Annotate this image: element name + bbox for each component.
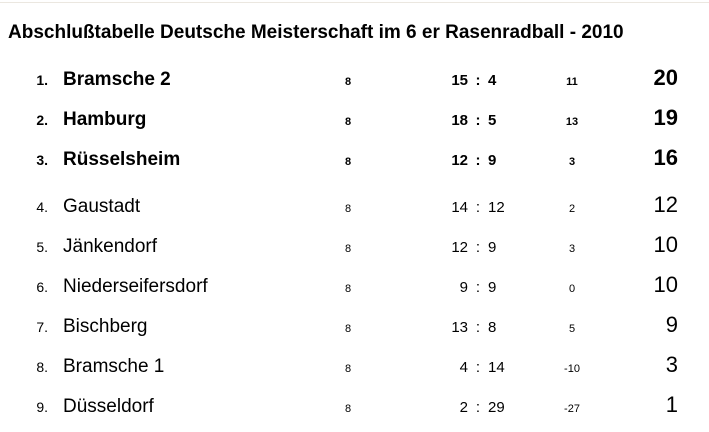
goal-difference: 0 <box>568 283 576 295</box>
goals-against: 9 <box>488 279 497 296</box>
goals-ratio: 9:9 <box>408 268 548 308</box>
goals-for: 18 <box>451 112 468 129</box>
goals-ratio: 18:5 <box>408 101 548 141</box>
table-row: 5. Jänkendorf 8 12:9 3 10 <box>0 225 709 265</box>
goals-for: 14 <box>451 199 468 216</box>
games-played: 8 <box>344 363 352 375</box>
goals-separator: : <box>475 199 481 216</box>
goals-for: 4 <box>459 359 468 376</box>
team-name: Düsseldorf <box>63 396 154 417</box>
goals-ratio: 12:9 <box>408 228 548 268</box>
team-name: Bramsche 1 <box>63 356 165 377</box>
goal-difference: -27 <box>564 403 580 415</box>
goals-ratio: 13:8 <box>408 308 548 348</box>
goals-separator: : <box>475 112 481 129</box>
games-played: 8 <box>344 203 352 215</box>
goal-difference: 2 <box>568 203 576 215</box>
goal-difference: 3 <box>568 156 576 168</box>
goals-separator: : <box>475 359 481 376</box>
rank-label: 4. <box>36 199 48 215</box>
goal-difference: -10 <box>564 363 580 375</box>
team-name: Hamburg <box>63 109 147 130</box>
goals-against: 5 <box>488 112 497 129</box>
scan-artifact-line <box>0 2 709 3</box>
goals-against: 9 <box>488 152 497 169</box>
rank-label: 6. <box>36 279 48 295</box>
goals-against: 29 <box>488 399 505 416</box>
team-name: Rüsselsheim <box>63 149 181 170</box>
rank-label: 8. <box>36 359 48 375</box>
games-played: 8 <box>344 403 352 415</box>
goals-for: 9 <box>459 279 468 296</box>
goals-ratio: 12:9 <box>408 141 548 181</box>
goals-for: 15 <box>451 72 468 89</box>
goals-ratio: 4:14 <box>408 348 548 388</box>
goals-for: 13 <box>451 319 468 336</box>
team-name: Jänkendorf <box>63 236 158 257</box>
goals-for: 12 <box>451 152 468 169</box>
points-value: 9 <box>665 312 678 337</box>
goals-separator: : <box>475 152 481 169</box>
goals-separator: : <box>475 239 481 256</box>
games-played: 8 <box>344 283 352 295</box>
goals-against: 9 <box>488 239 497 256</box>
games-played: 8 <box>344 116 352 128</box>
table-row: 4. Gaustadt 8 14:12 2 12 <box>0 185 709 225</box>
standings-table: 1. Bramsche 2 8 15:4 11 20 2. Hamburg 8 … <box>0 58 709 425</box>
rank-label: 1. <box>36 72 48 88</box>
table-row: 6. Niederseifersdorf 8 9:9 0 10 <box>0 265 709 305</box>
goal-difference: 5 <box>568 323 576 335</box>
table-row: 8. Bramsche 1 8 4:14 -10 3 <box>0 345 709 385</box>
goals-separator: : <box>475 399 481 416</box>
points-value: 1 <box>665 392 678 417</box>
team-name: Niederseifersdorf <box>63 276 208 297</box>
table-row: 9. Düsseldorf 8 2:29 -27 1 <box>0 385 709 425</box>
goals-against: 8 <box>488 319 497 336</box>
goals-ratio: 2:29 <box>408 388 548 428</box>
goals-ratio: 14:12 <box>408 188 548 228</box>
points-value: 3 <box>665 352 678 377</box>
team-name: Gaustadt <box>63 196 141 217</box>
goals-for: 2 <box>459 399 468 416</box>
rank-label: 7. <box>36 319 48 335</box>
goals-against: 14 <box>488 359 505 376</box>
goals-against: 4 <box>488 72 497 89</box>
team-name: Bramsche 2 <box>63 69 171 90</box>
points-value: 12 <box>653 192 678 217</box>
goals-ratio: 15:4 <box>408 61 548 101</box>
table-row: 3. Rüsselsheim 8 12:9 3 16 <box>0 138 709 178</box>
points-value: 16 <box>653 145 678 170</box>
table-row: 1. Bramsche 2 8 15:4 11 20 <box>0 58 709 98</box>
table-row: 2. Hamburg 8 18:5 13 19 <box>0 98 709 138</box>
games-played: 8 <box>344 76 352 88</box>
rank-label: 5. <box>36 239 48 255</box>
points-value: 20 <box>653 65 678 90</box>
goals-separator: : <box>475 319 481 336</box>
goals-separator: : <box>475 72 481 89</box>
rank-label: 2. <box>36 112 48 128</box>
games-played: 8 <box>344 323 352 335</box>
goal-difference: 13 <box>565 116 579 128</box>
goals-against: 12 <box>488 199 505 216</box>
page-title: Abschlußtabelle Deutsche Meisterschaft i… <box>8 21 624 43</box>
goals-for: 12 <box>451 239 468 256</box>
table-row: 7. Bischberg 8 13:8 5 9 <box>0 305 709 345</box>
points-value: 19 <box>653 105 678 130</box>
goal-difference: 11 <box>566 76 578 88</box>
games-played: 8 <box>344 156 352 168</box>
team-name: Bischberg <box>63 316 148 337</box>
points-value: 10 <box>653 272 678 297</box>
goals-separator: : <box>475 279 481 296</box>
rank-label: 3. <box>36 152 48 168</box>
points-value: 10 <box>653 232 678 257</box>
goal-difference: 3 <box>568 243 576 255</box>
rank-label: 9. <box>36 399 48 415</box>
games-played: 8 <box>344 243 352 255</box>
